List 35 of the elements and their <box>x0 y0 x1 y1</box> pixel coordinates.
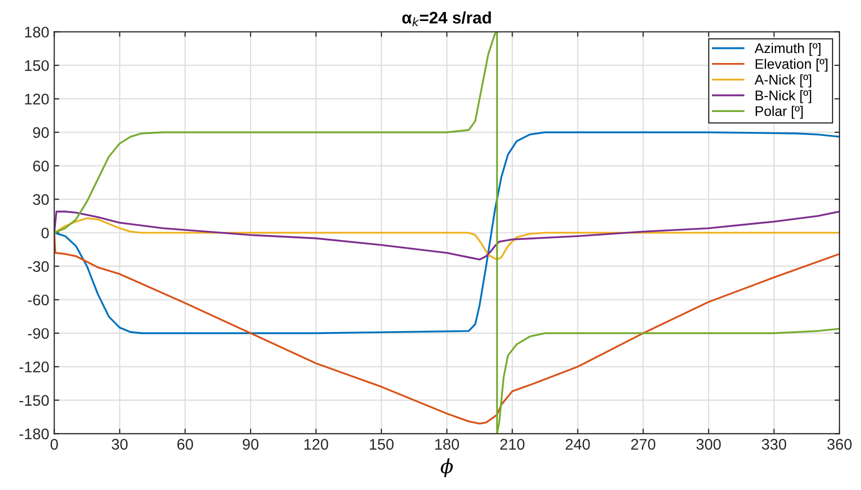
x-tick-label: 0 <box>50 438 58 450</box>
x-tick-label: 360 <box>827 438 852 450</box>
legend-label: Azimuth [º] <box>754 42 820 56</box>
x-tick-label: 330 <box>762 438 786 450</box>
x-tick-label: 150 <box>370 438 394 450</box>
x-tick-label: 180 <box>435 438 460 450</box>
y-tick-label: -90 <box>28 328 49 339</box>
y-tick-label: 120 <box>25 94 49 105</box>
y-tick-label: 60 <box>33 160 49 172</box>
x-tick-label: 300 <box>696 438 721 450</box>
x-tick-label: 270 <box>631 438 656 450</box>
line-series <box>54 131 840 334</box>
y-tick-label: 0 <box>41 228 49 238</box>
y-tick-label: -150 <box>19 395 49 406</box>
x-tick-label: 210 <box>500 438 524 450</box>
y-tick-label: 90 <box>33 127 49 138</box>
x-tick-label: 30 <box>112 438 128 450</box>
x-tick-label: 60 <box>177 438 194 450</box>
y-tick-label: -30 <box>28 261 49 272</box>
line-series <box>54 32 840 434</box>
legend-label: B-Nick [º] <box>756 90 812 104</box>
y-tick-label: 180 <box>25 26 49 38</box>
chart-title: α$_{k}$=24 s/rad <box>402 11 491 26</box>
legend-label: Polar [º] <box>756 106 803 119</box>
y-tick-label: -60 <box>28 294 49 306</box>
legend-label: A-Nick [º] <box>754 74 812 88</box>
x-tick-label: 90 <box>242 438 258 450</box>
y-tick-label: -180 <box>19 428 49 440</box>
y-tick-label: -120 <box>19 362 49 372</box>
legend-label: Elevation [º] <box>756 58 828 72</box>
y-tick-label: 30 <box>32 194 49 205</box>
x-axis-title: ϕ <box>440 458 453 478</box>
x-tick-label: 240 <box>566 438 590 450</box>
x-tick-label: 120 <box>304 438 328 450</box>
y-tick-label: 150 <box>25 60 49 72</box>
